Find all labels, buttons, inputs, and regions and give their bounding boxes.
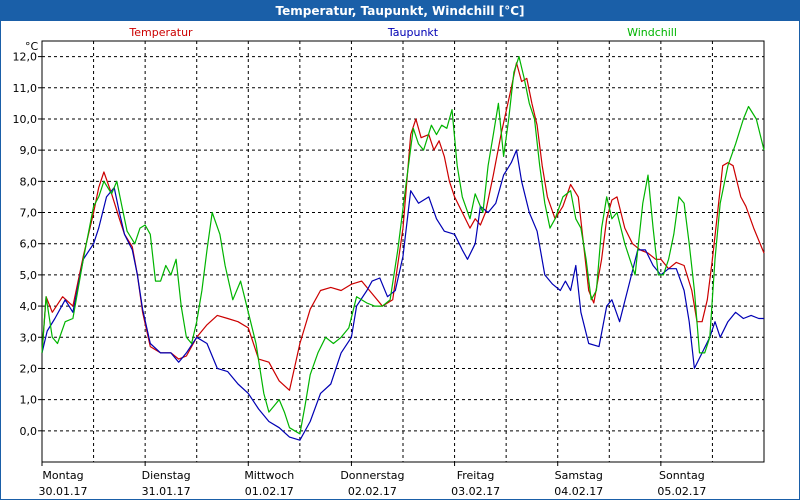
x-tick-label-date: 04.02.17: [554, 485, 603, 498]
x-tick-label-day: Samstag: [555, 469, 603, 482]
x-tick-label-day: Dienstag: [142, 469, 191, 482]
y-unit-label: °C: [25, 40, 39, 53]
x-tick-label-date: 01.02.17: [245, 485, 294, 498]
x-tick-label-day: Sonntag: [659, 469, 705, 482]
legend-taupunkt: Taupunkt: [387, 26, 439, 39]
y-tick-label: 11,0: [13, 82, 38, 95]
window-title: Temperatur, Taupunkt, Windchill [°C]: [1, 1, 799, 21]
y-tick-label: 6,0: [20, 238, 38, 251]
y-tick-label: 12,0: [13, 51, 38, 64]
x-tick-label-date: 05.02.17: [657, 485, 706, 498]
y-tick-label: 4,0: [20, 300, 38, 313]
y-tick-label: 9,0: [20, 144, 38, 157]
x-tick-label-day: Freitag: [457, 469, 495, 482]
y-tick-label: 3,0: [20, 331, 38, 344]
y-tick-label: 8,0: [20, 175, 38, 188]
series-line-windchill: [41, 55, 765, 435]
y-tick-label: 2,0: [20, 362, 38, 375]
y-tick-label: 10,0: [13, 113, 38, 126]
y-tick-label: 1,0: [20, 394, 38, 407]
y-tick-label: 5,0: [20, 269, 38, 282]
x-tick-label-date: 31.01.17: [142, 485, 191, 498]
x-tick-label-date: 02.02.17: [348, 485, 397, 498]
x-tick-label-day: Montag: [42, 469, 83, 482]
x-tick-label-day: Mittwoch: [244, 469, 294, 482]
x-tick-label-day: Donnerstag: [340, 469, 404, 482]
y-tick-label: 0,0: [20, 425, 38, 438]
legend-temperatur: Temperatur: [128, 26, 193, 39]
x-tick-label-date: 30.01.17: [39, 485, 88, 498]
y-tick-label: 7,0: [20, 207, 38, 220]
x-tick-label-date: 03.02.17: [451, 485, 500, 498]
legend-windchill: Windchill: [627, 26, 677, 39]
